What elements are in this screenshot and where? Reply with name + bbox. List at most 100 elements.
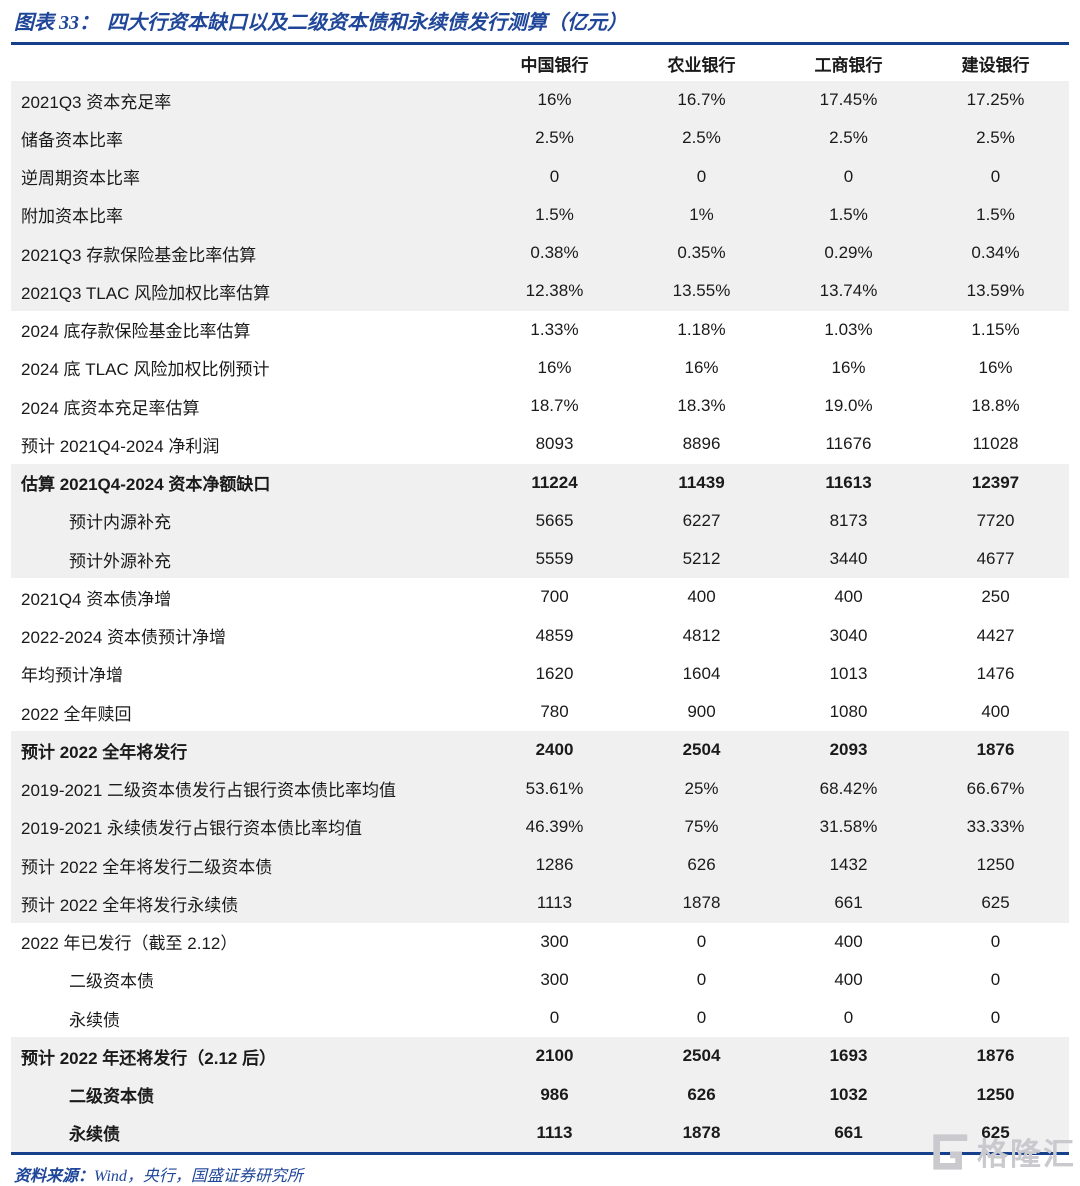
table-header: 中国银行 农业银行 工商银行 建设银行 [11, 45, 1069, 81]
row-label: 2022 全年赎回 [21, 704, 132, 724]
row-label: 预计 2022 全年将发行 [21, 742, 188, 762]
cell-value: 2.5% [535, 128, 574, 148]
row-label: 预计 2022 年还将发行（2.12 后） [21, 1048, 277, 1068]
cell-value: 1250 [976, 1084, 1015, 1104]
row-label: 2021Q3 存款保险基金比率估算 [21, 245, 257, 265]
cell-value: 2.5% [829, 128, 868, 148]
row-label: 预计外源补充 [69, 551, 171, 571]
table-row: 附加资本比率 1.5% 1% 1.5% 1.5% [11, 195, 1069, 234]
cell-value: 986 [540, 1084, 569, 1104]
cell-value: 3440 [829, 549, 868, 569]
column-header: 建设银行 [961, 55, 1030, 75]
table-row: 2022-2024 资本债预计净增 4859 4812 3040 4427 [11, 617, 1069, 655]
cell-value: 16.7% [677, 90, 726, 110]
cell-value: 1032 [829, 1084, 868, 1104]
cell-value: 4427 [976, 625, 1015, 645]
table-row: 2019-2021 永续债发行占银行资本债比率均值 46.39% 75% 31.58%… [11, 807, 1069, 846]
row-label: 预计 2022 全年将发行二级资本债 [21, 857, 273, 877]
cell-value: 0 [549, 166, 560, 186]
cell-value: 1.5% [535, 204, 574, 224]
table-row: 2021Q3 资本充足率 16% 16.7% 17.45% 17.25% [11, 81, 1069, 120]
cell-value: 1.15% [971, 319, 1020, 339]
cell-value: 625 [981, 1122, 1010, 1142]
cell-value: 18.7% [530, 396, 579, 416]
cell-value: 1286 [535, 855, 574, 875]
cell-value: 1250 [976, 855, 1015, 875]
cell-value: 16% [684, 357, 719, 377]
cell-value: 19.0% [824, 396, 873, 416]
divider-bottom [11, 1152, 1069, 1155]
table-row: 预计内源补充 5665 6227 8173 7720 [11, 501, 1069, 540]
gelonghui-logo-icon [933, 1133, 968, 1170]
column-header: 工商银行 [814, 55, 883, 75]
cell-value: 2504 [682, 740, 721, 760]
table-row: 2021Q4 资本债净增 700 400 400 250 [11, 578, 1069, 616]
cell-value: 1876 [976, 1046, 1015, 1066]
figure-title-text: 四大行资本缺口以及二级资本债和永续债发行测算（亿元） [107, 12, 627, 34]
cell-value: 0 [990, 166, 1001, 186]
row-label: 2024 底 TLAC 风险加权比例预计 [21, 360, 270, 380]
row-label: 2024 底资本充足率估算 [21, 398, 200, 418]
table-row: 预计 2021Q4-2024 净利润 8093 8896 11676 11028 [11, 425, 1069, 463]
table-row: 预计 2022 全年将发行 2400 2504 2093 1876 [11, 731, 1069, 770]
cell-value: 12397 [971, 472, 1020, 492]
table-row: 永续债 1113 1878 661 625 [11, 1113, 1069, 1152]
cell-value: 1113 [536, 1122, 573, 1142]
cell-value: 900 [687, 702, 716, 722]
cell-value: 2.5% [682, 128, 721, 148]
row-label: 逆周期资本比率 [21, 169, 140, 189]
table-row: 估算 2021Q4-2024 资本净额缺口 11224 11439 11613 1239… [11, 463, 1069, 502]
table-row: 2022 全年赎回 780 900 1080 400 [11, 693, 1069, 731]
cell-value: 1.5% [829, 204, 868, 224]
cell-value: 2504 [682, 1046, 721, 1066]
row-label: 二级资本债 [69, 972, 154, 992]
cell-value: 0 [990, 1008, 1001, 1028]
cell-value: 0 [990, 969, 1001, 989]
cell-value: 12.38% [525, 281, 584, 301]
cell-value: 18.8% [971, 396, 1020, 416]
cell-value: 0.29% [824, 243, 873, 263]
column-header: 农业银行 [667, 55, 736, 75]
cell-value: 11028 [972, 434, 1019, 454]
cell-value: 5212 [682, 549, 721, 569]
row-label: 估算 2021Q4-2024 资本净额缺口 [21, 475, 271, 495]
cell-value: 33.33% [966, 816, 1025, 836]
cell-value: 626 [687, 1084, 716, 1104]
cell-value: 0 [696, 166, 707, 186]
cell-value: 2400 [535, 740, 574, 760]
cell-value: 4677 [976, 549, 1015, 569]
cell-value: 16% [978, 357, 1013, 377]
cell-value: 16% [537, 357, 572, 377]
header-row: 中国银行 农业银行 工商银行 建设银行 [11, 45, 1069, 81]
row-label: 2021Q3 TLAC 风险加权比率估算 [21, 283, 271, 303]
cell-value: 1.5% [976, 204, 1015, 224]
table-row: 预计 2022 全年将发行永续债 1113 1878 661 625 [11, 884, 1069, 923]
cell-value: 700 [540, 587, 569, 607]
divider-top [11, 42, 1069, 45]
row-label: 储备资本比率 [21, 130, 123, 150]
row-label: 2022 年已发行（截至 2.12） [21, 934, 238, 954]
cell-value: 1% [689, 204, 714, 224]
cell-value: 1080 [829, 702, 868, 722]
cell-value: 1620 [535, 663, 574, 683]
gelonghui-watermark: 格隆汇 [930, 1129, 1076, 1174]
cell-value: 0 [696, 1008, 707, 1028]
cell-value: 17.25% [966, 90, 1025, 110]
table-row: 年均预计净增 1620 1604 1013 1476 [11, 655, 1069, 693]
cell-value: 1.33% [530, 319, 579, 339]
cell-value: 1013 [829, 663, 868, 683]
row-label: 预计 2021Q4-2024 净利润 [21, 436, 220, 456]
figure-title: 图表 33： 四大行资本缺口以及二级资本债和永续债发行测算（亿元） [0, 0, 1080, 37]
table-row: 2022 年已发行（截至 2.12） 300 0 400 0 [11, 923, 1069, 961]
table-row: 2024 底资本充足率估算 18.7% 18.3% 19.0% 18.8% [11, 387, 1069, 425]
cell-value: 11613 [825, 472, 872, 492]
row-label: 二级资本债 [69, 1087, 154, 1107]
table-row: 2019-2021 二级资本债发行占银行资本债比率均值 53.61% 25% 68.4… [11, 769, 1069, 808]
cell-value: 0.34% [971, 243, 1020, 263]
cell-value: 11676 [825, 434, 872, 454]
capital-gap-table: 中国银行 农业银行 工商银行 建设银行 2021Q3 资本充足率 16% 16.7% 17.… [11, 45, 1069, 1152]
cell-value: 8093 [535, 434, 574, 454]
cell-value: 11439 [678, 472, 725, 492]
cell-value: 1.18% [677, 319, 726, 339]
